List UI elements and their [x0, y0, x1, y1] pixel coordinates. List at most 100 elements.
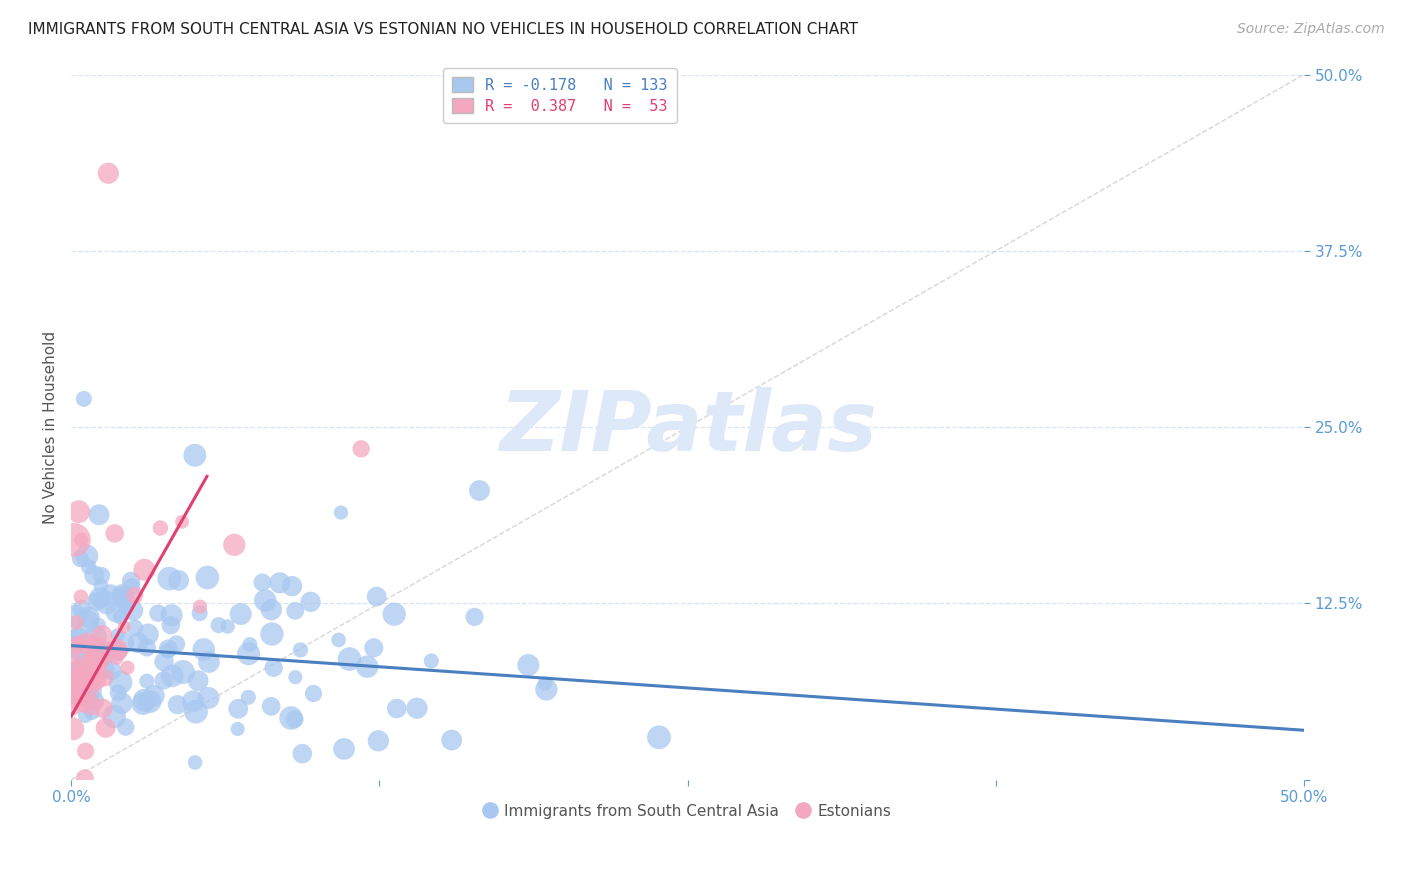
- Point: [121, 580, 143, 594]
- Point: [284, 670, 307, 684]
- Point: [517, 658, 540, 673]
- Point: [207, 618, 229, 632]
- Point: [157, 641, 180, 656]
- Point: [139, 695, 162, 709]
- Point: [84, 673, 107, 687]
- Point: [87, 618, 110, 632]
- Point: [110, 609, 132, 624]
- Point: [226, 722, 249, 736]
- Point: [63, 681, 86, 695]
- Point: [136, 640, 159, 655]
- Point: [224, 538, 246, 552]
- Point: [67, 638, 90, 652]
- Point: [77, 559, 100, 574]
- Point: [83, 694, 105, 708]
- Point: [239, 638, 262, 652]
- Point: [114, 592, 136, 607]
- Point: [94, 671, 117, 685]
- Point: [62, 690, 84, 705]
- Point: [80, 683, 103, 698]
- Point: [101, 664, 124, 678]
- Point: [184, 705, 207, 719]
- Point: [73, 392, 96, 406]
- Point: [260, 627, 283, 641]
- Point: [172, 515, 194, 529]
- Point: [284, 712, 307, 726]
- Point: [152, 673, 174, 688]
- Point: [339, 652, 361, 666]
- Point: [73, 771, 96, 785]
- Point: [406, 701, 429, 715]
- Point: [135, 674, 157, 689]
- Point: [120, 574, 142, 588]
- Point: [77, 667, 100, 681]
- Point: [76, 681, 98, 695]
- Point: [76, 690, 98, 704]
- Point: [63, 674, 86, 689]
- Text: ZIPatlas: ZIPatlas: [499, 386, 876, 467]
- Point: [105, 605, 128, 619]
- Point: [83, 568, 105, 582]
- Point: [260, 602, 283, 616]
- Point: [69, 645, 91, 659]
- Point: [76, 673, 98, 688]
- Point: [69, 551, 91, 566]
- Point: [122, 603, 145, 617]
- Point: [134, 563, 156, 577]
- Point: [114, 720, 136, 734]
- Point: [62, 690, 84, 704]
- Point: [66, 631, 89, 645]
- Point: [269, 575, 291, 590]
- Point: [63, 609, 86, 624]
- Point: [94, 662, 117, 676]
- Point: [63, 638, 86, 652]
- Point: [156, 643, 179, 657]
- Point: [238, 647, 260, 661]
- Point: [238, 690, 260, 705]
- Point: [87, 657, 110, 672]
- Point: [89, 655, 111, 669]
- Point: [260, 699, 283, 714]
- Point: [105, 651, 128, 665]
- Point: [114, 599, 136, 614]
- Point: [382, 607, 405, 622]
- Point: [94, 651, 117, 665]
- Point: [229, 607, 252, 621]
- Point: [70, 656, 93, 670]
- Point: [299, 595, 322, 609]
- Point: [83, 652, 105, 666]
- Point: [281, 579, 304, 593]
- Point: [536, 682, 558, 697]
- Point: [263, 661, 285, 675]
- Point: [124, 621, 146, 635]
- Text: IMMIGRANTS FROM SOUTH CENTRAL ASIA VS ESTONIAN NO VEHICLES IN HOUSEHOLD CORRELAT: IMMIGRANTS FROM SOUTH CENTRAL ASIA VS ES…: [28, 22, 858, 37]
- Point: [97, 166, 120, 180]
- Point: [290, 643, 312, 657]
- Point: [356, 659, 378, 673]
- Point: [117, 660, 139, 674]
- Point: [107, 645, 129, 659]
- Point: [367, 734, 389, 748]
- Point: [108, 643, 131, 657]
- Point: [112, 636, 135, 650]
- Point: [280, 711, 302, 725]
- Point: [350, 442, 373, 456]
- Point: [103, 709, 125, 723]
- Point: [111, 589, 134, 603]
- Point: [187, 673, 209, 688]
- Point: [82, 635, 104, 649]
- Point: [302, 686, 325, 700]
- Point: [184, 756, 207, 770]
- Point: [648, 731, 671, 745]
- Point: [76, 549, 98, 563]
- Point: [62, 681, 84, 695]
- Point: [136, 627, 159, 641]
- Point: [67, 505, 90, 519]
- Point: [198, 655, 221, 669]
- Point: [76, 636, 98, 650]
- Point: [77, 610, 100, 624]
- Point: [62, 699, 84, 714]
- Point: [91, 701, 114, 715]
- Point: [157, 572, 180, 586]
- Point: [284, 604, 307, 618]
